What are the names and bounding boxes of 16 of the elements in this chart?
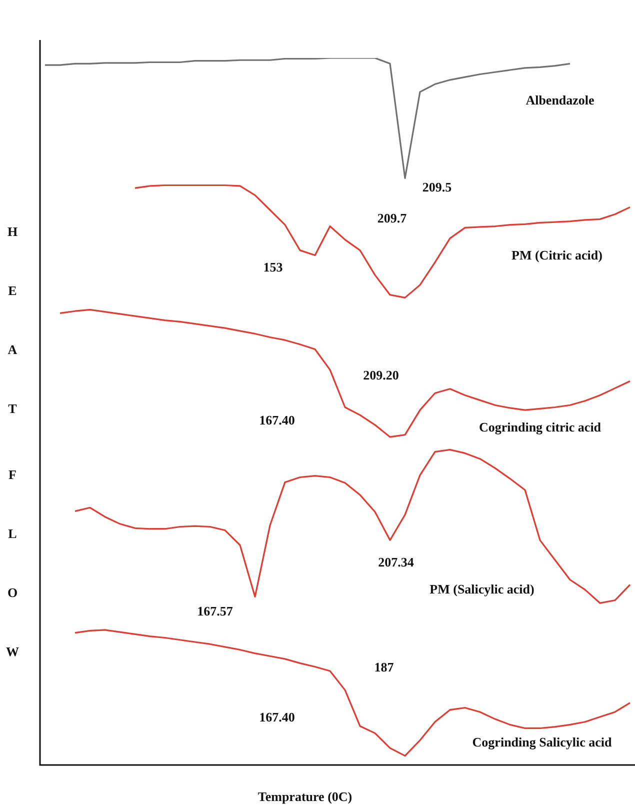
annotation: 209.20: [363, 367, 399, 382]
series-label: Cogrinding citric acid: [478, 419, 602, 434]
series-label: Cogrinding Salicylic acid: [472, 734, 612, 750]
y-axis-title: HEAT FLOW: [4, 224, 21, 703]
annotation: 207.34: [378, 554, 414, 570]
annotation: 167.40: [259, 709, 295, 724]
series-label: PM (Citric acid): [512, 247, 602, 262]
annotation: 209.7: [377, 210, 408, 226]
annotation: 167.40: [259, 412, 295, 428]
annotation: 167.57: [197, 603, 234, 618]
text: PM (Salicylic acid): [430, 581, 534, 596]
x-axis-title: Temprature (0C): [256, 789, 354, 805]
annotation: 187: [374, 659, 394, 674]
series-label: Albendazole: [526, 92, 595, 108]
annotation: 153: [263, 259, 284, 274]
annotation: 209.5: [422, 179, 452, 194]
